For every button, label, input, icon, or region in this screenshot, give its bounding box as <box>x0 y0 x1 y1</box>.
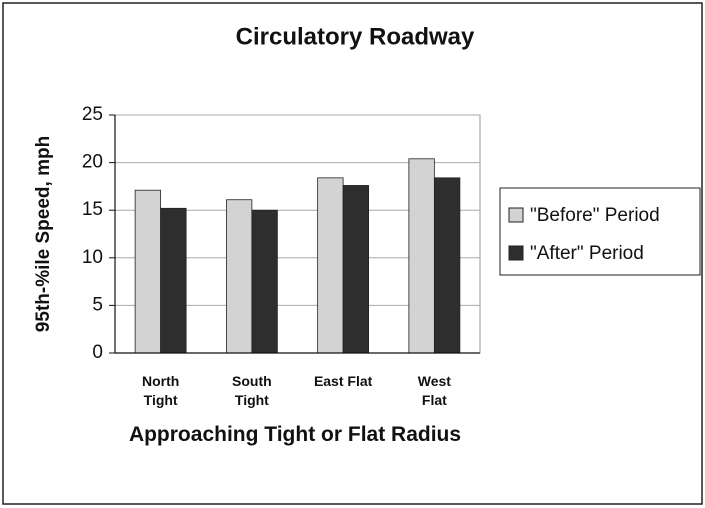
legend-label: "After" Period <box>530 243 644 264</box>
y-axis-label: 95th-%ile Speed, mph <box>33 136 54 332</box>
bar <box>342 185 370 354</box>
y-tick-label: 0 <box>92 342 103 363</box>
bar <box>408 158 435 354</box>
bar <box>317 177 344 354</box>
legend-label: "Before" Period <box>530 205 660 226</box>
x-tick-label: South Tight <box>232 373 272 408</box>
x-axis-label: Approaching Tight or Flat Radius <box>128 423 462 446</box>
bar <box>160 207 187 354</box>
y-tick-label: 25 <box>82 104 103 125</box>
y-tick-label: 20 <box>82 152 103 173</box>
y-tick-label: 5 <box>92 294 103 315</box>
bar <box>134 189 162 354</box>
legend-box <box>499 187 701 276</box>
chart-title: Circulatory Roadway <box>236 23 475 50</box>
x-tick-label: West Flat <box>417 373 451 408</box>
bar <box>251 209 278 354</box>
x-tick-label: North Tight <box>141 373 180 408</box>
y-tick-label: 10 <box>82 247 103 268</box>
x-tick-label: East Flat <box>313 373 373 389</box>
bar <box>225 199 253 354</box>
y-tick-label: 15 <box>82 199 103 220</box>
legend-swatch <box>508 207 524 223</box>
legend-swatch <box>508 245 524 261</box>
bar <box>433 177 461 354</box>
